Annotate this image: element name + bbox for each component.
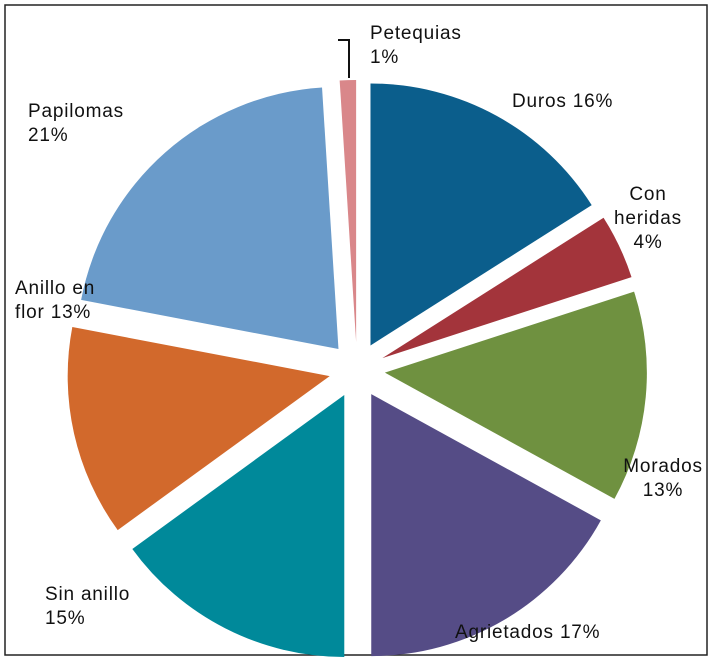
- slice-label: Petequias 1%: [370, 22, 470, 70]
- value-label: 21%: [28, 125, 69, 146]
- category-name: Papilomas: [28, 101, 124, 122]
- slice-label: Sin anillo 15%: [45, 583, 157, 631]
- leader-line: [338, 39, 350, 78]
- category-name: Sin anillo: [45, 584, 131, 605]
- value-label: 1%: [370, 47, 400, 68]
- value-label: 13%: [50, 302, 92, 323]
- category-name: Duros: [512, 91, 567, 112]
- pie-slice: [382, 217, 632, 359]
- value-label: 4%: [633, 232, 663, 253]
- pie-slice: [371, 394, 601, 657]
- pie-slice: [81, 87, 339, 349]
- slice-label: Papilomas 21%: [28, 100, 143, 148]
- value-label: 16%: [572, 91, 614, 112]
- category-name: Morados: [623, 456, 703, 477]
- value-label: 17%: [559, 622, 601, 643]
- slice-label: Morados 13%: [613, 455, 713, 503]
- category-name: Anillo en flor: [15, 278, 96, 323]
- slice-label: Agrietados 17%: [455, 621, 675, 645]
- pie-slice: [67, 327, 330, 531]
- pie-slice: [384, 291, 647, 499]
- pie-slice: [339, 80, 357, 343]
- slice-label: Con heridas 4%: [608, 183, 688, 255]
- value-label: 13%: [642, 480, 684, 501]
- chart-border: [4, 4, 708, 656]
- pie-slice: [132, 394, 345, 657]
- value-label: 15%: [45, 608, 86, 629]
- category-name: Con heridas: [614, 184, 682, 229]
- category-name: Petequias: [370, 23, 462, 44]
- category-name: Agrietados: [455, 622, 554, 643]
- slice-label: Anillo en flor 13%: [15, 277, 125, 325]
- slice-label: Duros 16%: [512, 90, 692, 114]
- pie-slice: [370, 83, 592, 346]
